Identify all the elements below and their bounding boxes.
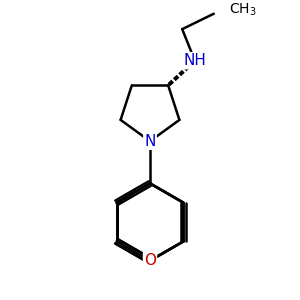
Text: O: O bbox=[144, 253, 156, 268]
Text: CH$_3$: CH$_3$ bbox=[229, 2, 257, 18]
Text: NH: NH bbox=[183, 53, 206, 68]
Text: N: N bbox=[144, 134, 156, 149]
